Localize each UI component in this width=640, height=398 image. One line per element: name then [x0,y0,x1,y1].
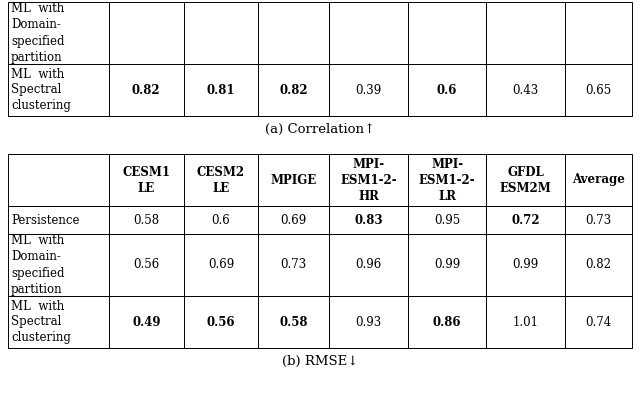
Text: 0.49: 0.49 [132,316,161,328]
Bar [109,2,184,64]
Text: (b) RMSE↓: (b) RMSE↓ [282,355,358,367]
Text: 0.82: 0.82 [586,258,611,271]
Text: MPI-
ESM1-2-
HR: MPI- ESM1-2- HR [340,158,397,203]
Bar [109,296,184,348]
Bar [408,206,486,234]
Text: 0.56: 0.56 [207,316,236,328]
Text: ML  with
Domain-
specified
partition: ML with Domain- specified partition [11,234,65,295]
Bar [486,296,564,348]
Text: 0.69: 0.69 [281,213,307,226]
Text: 0.74: 0.74 [585,316,611,328]
Text: 0.72: 0.72 [511,213,540,226]
Bar [330,2,408,64]
Bar [408,64,486,116]
Bar [330,154,408,206]
Text: 0.81: 0.81 [207,84,236,96]
Text: MPIGE: MPIGE [271,174,317,187]
Bar [564,64,632,116]
Text: 0.65: 0.65 [585,84,611,96]
Text: 0.82: 0.82 [132,84,161,96]
Bar [8,154,109,206]
Bar [330,64,408,116]
Bar [330,234,408,296]
Bar [259,234,330,296]
Text: MPI-
ESM1-2-
LR: MPI- ESM1-2- LR [419,158,476,203]
Bar [8,296,109,348]
Bar [408,234,486,296]
Text: Persistence: Persistence [11,213,79,226]
Bar [184,296,259,348]
Bar [486,154,564,206]
Bar [259,154,330,206]
Bar [564,154,632,206]
Bar [184,2,259,64]
Text: 0.93: 0.93 [355,316,381,328]
Text: ML  with
Domain-
specified
partition: ML with Domain- specified partition [11,2,65,64]
Bar [109,234,184,296]
Bar [109,206,184,234]
Bar [408,2,486,64]
Bar [184,234,259,296]
Bar [259,296,330,348]
Bar [330,206,408,234]
Bar [486,234,564,296]
Text: 1.01: 1.01 [513,316,538,328]
Bar [408,296,486,348]
Bar [408,154,486,206]
Text: ML  with
Spectral
clustering: ML with Spectral clustering [11,300,71,345]
Bar [109,154,184,206]
Text: ML  with
Spectral
clustering: ML with Spectral clustering [11,68,71,113]
Text: CESM1
LE: CESM1 LE [122,166,170,195]
Text: 0.83: 0.83 [355,213,383,226]
Bar [184,64,259,116]
Bar [184,154,259,206]
Bar [109,64,184,116]
Text: GFDL
ESM2M: GFDL ESM2M [500,166,552,195]
Bar [564,296,632,348]
Bar [8,2,109,64]
Text: 0.73: 0.73 [281,258,307,271]
Text: 0.82: 0.82 [280,84,308,96]
Text: 0.58: 0.58 [280,316,308,328]
Text: (a) Correlation↑: (a) Correlation↑ [265,123,375,135]
Text: 0.95: 0.95 [434,213,460,226]
Bar [564,2,632,64]
Text: 0.73: 0.73 [585,213,611,226]
Bar [486,2,564,64]
Text: 0.58: 0.58 [133,213,159,226]
Bar [8,234,109,296]
Bar [330,296,408,348]
Bar [184,206,259,234]
Text: 0.6: 0.6 [212,213,230,226]
Bar [259,64,330,116]
Text: 0.43: 0.43 [513,84,539,96]
Text: 0.96: 0.96 [355,258,381,271]
Text: 0.99: 0.99 [513,258,539,271]
Bar [564,206,632,234]
Text: 0.69: 0.69 [208,258,234,271]
Text: 0.39: 0.39 [355,84,381,96]
Text: 0.86: 0.86 [433,316,461,328]
Bar [259,2,330,64]
Text: CESM2
LE: CESM2 LE [197,166,245,195]
Bar [259,206,330,234]
Bar [8,64,109,116]
Text: 0.99: 0.99 [434,258,460,271]
Text: 0.6: 0.6 [437,84,457,96]
Bar [8,206,109,234]
Bar [486,206,564,234]
Bar [486,64,564,116]
Bar [564,234,632,296]
Text: Average: Average [572,174,625,187]
Text: 0.56: 0.56 [133,258,159,271]
